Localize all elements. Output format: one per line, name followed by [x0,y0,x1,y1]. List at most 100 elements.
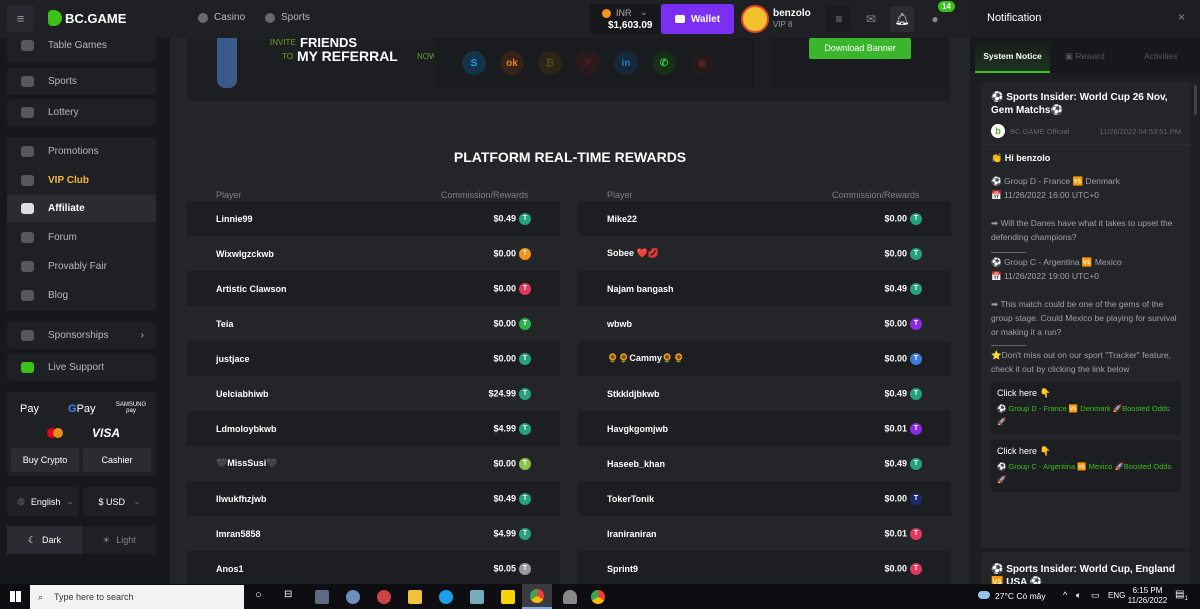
player-name[interactable]: 🖤MissSusi🖤 [216,458,278,468]
skype-icon[interactable]: S [462,51,486,75]
tracker-link-2[interactable]: Click here 👇 ⚽ Group C - Argentina 🆚 Mexi… [991,440,1181,492]
player-name[interactable]: Imran5858 [216,528,261,539]
sticky-notes-icon[interactable] [501,590,515,604]
pinterest-icon[interactable]: P [576,51,600,75]
sidebar-item-live-support[interactable]: Live Support [7,354,156,381]
player-name[interactable]: Stkkldjbkwb [607,388,660,399]
paint-icon[interactable] [346,590,360,604]
windows-start-icon[interactable] [10,591,21,602]
player-name[interactable]: Havgkgomjwb [607,423,669,434]
notice-card[interactable]: ⚽ Sports Insider: World Cup 26 Nov, Gem … [981,82,1191,548]
nav-sports[interactable]: Sports [265,12,310,23]
player-name[interactable]: Sobee ❤️💋 [607,248,659,258]
label: Promotions [48,146,99,157]
player-name[interactable]: Wixwlgzckwb [216,248,274,259]
player-name[interactable]: Mike22 [607,213,638,224]
placeholder: Type here to search [54,592,134,602]
cashier-button[interactable]: Cashier [83,448,151,472]
table-row: justjace $0.00 T [187,341,560,376]
calculator-icon[interactable] [315,590,329,604]
nav-casino[interactable]: Casino [198,12,245,23]
action-center-icon[interactable]: ▤1 [1175,589,1188,602]
incognito-icon[interactable] [563,590,577,604]
weather-text[interactable]: 27°C Có mây [995,591,1046,601]
light-theme-button[interactable]: ☀ Light [82,526,156,554]
volume-icon[interactable]: 🔈︎ [1076,590,1082,600]
odnoklassniki-icon[interactable]: ok [500,51,524,75]
task-view-icon[interactable]: ⊟ [284,589,293,600]
handshake-icon [21,330,34,341]
player-name[interactable]: Teia [216,318,234,329]
sidebar-item-promotions[interactable]: Promotions [7,138,156,165]
chrome-icon[interactable] [591,590,605,604]
linkedin-icon[interactable]: in [614,51,638,75]
menu-button[interactable]: ≡ [7,5,34,32]
scrollbar[interactable] [1194,85,1197,115]
affiliate-icon [21,203,34,214]
table-row: 🌻🌻Cammy🌻🌻 $0.00 T [578,341,951,376]
whatsapp-icon[interactable]: ✆ [652,51,676,75]
player-name[interactable]: Najam bangash [607,283,674,294]
player-name[interactable]: Haseeb_khan [607,458,666,469]
player-name[interactable]: 🌻🌻Cammy🌻🌻 [607,353,685,363]
tab-activities[interactable]: Activities [1144,51,1178,61]
snipping-icon[interactable] [377,590,391,604]
table-row: Haseeb_khan $0.49 T [578,446,951,481]
player-name[interactable]: Ldmoloybkwb [216,423,277,434]
currency-select[interactable]: $ USD ⌄ [83,487,156,516]
cortana-icon[interactable]: ○ [255,589,262,601]
player-name[interactable]: justjace [216,353,250,364]
sidebar-item-table-games[interactable]: Table Games [7,32,156,59]
action-count: 1 [1184,596,1188,602]
language-select[interactable]: ◍ English ⌄ [7,487,79,516]
sidebar-item-lottery[interactable]: Lottery [7,99,156,126]
close-icon[interactable]: × [1178,10,1186,24]
player-name[interactable]: Ilwukfhzjwb [216,493,267,504]
buy-crypto-button[interactable]: Buy Crypto [11,448,79,472]
player-name[interactable]: Anos1 [216,563,244,574]
sidebar-item-sports[interactable]: Sports [7,68,156,95]
player-name[interactable]: Iraniraniran [607,528,657,539]
player-name[interactable]: Uelciabhiwb [216,388,269,399]
chat-button[interactable]: ● [923,6,947,32]
sidebar-item-vip-club[interactable]: VIP Club [7,167,156,194]
sidebar-item-sponsorships[interactable]: Sponsorships › [7,322,156,349]
language-indicator[interactable]: ENG [1108,591,1126,600]
balance-selector[interactable]: INR ⌄ $1,603.09 [590,4,660,34]
notification-button[interactable]: 🔔︎ [890,6,914,32]
reward-amount: $0.00 T [493,457,531,470]
sidebar-item-provably-fair[interactable]: Provably Fair [7,253,156,280]
sidebar-item-forum[interactable]: Forum [7,224,156,251]
brand-logo[interactable]: BC.GAME [48,10,126,26]
player-name[interactable]: Sprint9 [607,563,639,574]
tracker-link-1[interactable]: Click here 👇 ⚽ Group D - France 🆚 Denmark… [991,382,1181,434]
dark-theme-button[interactable]: ☾ Dark [7,526,82,554]
sidebar-item-affiliate[interactable]: Affiliate [7,195,156,222]
inbox-button[interactable]: ✉ [859,6,883,32]
coin-icon: T [910,562,922,575]
clock[interactable]: 6:15 PM 11/26/2022 [1125,586,1170,606]
tray-chevron-icon[interactable]: ^ [1063,590,1068,600]
reddit-icon[interactable]: ◉ [690,51,714,75]
player-name[interactable]: wbwb [607,318,632,329]
player-name[interactable]: Linnie99 [216,213,253,224]
skype-icon[interactable] [439,590,453,604]
download-banner-button[interactable]: Download Banner [809,38,911,59]
bitcoin-icon[interactable]: ₿ [538,51,562,75]
player-name[interactable]: TokerTonik [607,493,655,504]
chrome-active-icon[interactable] [522,584,552,609]
avatar[interactable] [741,5,769,33]
file-explorer-icon[interactable] [408,590,422,604]
network-icon[interactable]: ▭ [1091,590,1100,600]
taskbar-search[interactable]: ⌕ Type here to search [30,585,244,609]
tab-system-notice[interactable]: System Notice [975,38,1050,73]
menu-list-button[interactable]: ≡ [827,6,851,32]
player-name[interactable]: Artistic Clawson [216,283,287,294]
wallet-button[interactable]: Wallet [661,4,734,34]
sidebar-item-blog[interactable]: Blog [7,282,156,309]
time: 6:15 PM [1132,586,1163,595]
network-app-icon[interactable] [470,590,484,604]
tab-reward[interactable]: ▣ Reward [1065,38,1105,74]
label: Table Games [48,40,107,51]
username[interactable]: benzolo [773,8,811,19]
